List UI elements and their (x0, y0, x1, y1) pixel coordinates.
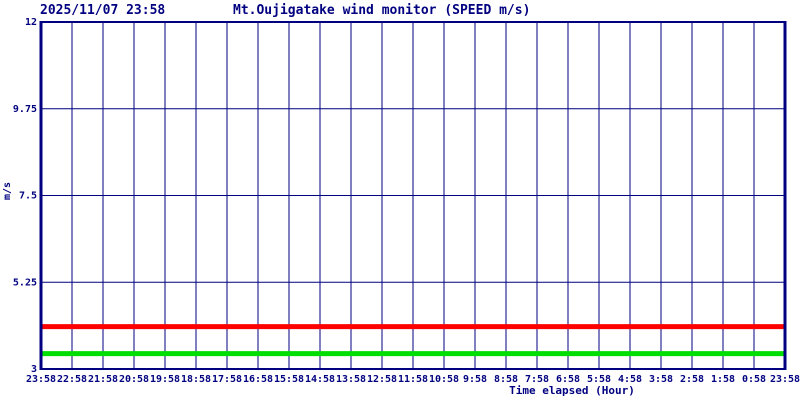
x-tick-label: 15:58 (274, 374, 304, 385)
x-tick-label: 4:58 (618, 374, 642, 385)
x-tick-label: 17:58 (212, 374, 242, 385)
x-tick-label: 11:58 (398, 374, 428, 385)
x-tick-label: 8:58 (494, 374, 518, 385)
y-tick-label: 5.25 (13, 277, 37, 288)
plot-border (39, 21, 787, 370)
y-axis-tick-labels: 3 5.25 7.5 9.75 12 (13, 17, 37, 375)
x-tick-label: 16:58 (243, 374, 273, 385)
x-tick-label: 18:58 (181, 374, 211, 385)
x-tick-label: 6:58 (556, 374, 580, 385)
y-tick-label: 12 (25, 17, 37, 28)
x-tick-label: 13:58 (336, 374, 366, 385)
grid-lines (41, 22, 785, 369)
x-tick-label: 5:58 (587, 374, 611, 385)
x-tick-label: 23:58 (26, 374, 56, 385)
y-tick-label: 3 (31, 364, 37, 375)
x-tick-label: 7:58 (525, 374, 549, 385)
y-tick-label: 7.5 (19, 191, 37, 202)
y-axis-label: m/s (2, 181, 13, 201)
x-tick-label: 9:58 (463, 374, 487, 385)
x-tick-label: 1:58 (711, 374, 735, 385)
chart-title: Mt.Oujigatake wind monitor (SPEED m/s) (233, 3, 531, 18)
y-tick-label: 9.75 (13, 104, 37, 115)
x-tick-label: 14:58 (305, 374, 335, 385)
x-tick-label: 19:58 (150, 374, 180, 385)
x-tick-label: 23:58 (770, 374, 800, 385)
x-tick-label: 21:58 (88, 374, 118, 385)
chart-timestamp: 2025/11/07 23:58 (40, 3, 166, 18)
x-tick-label: 10:58 (429, 374, 459, 385)
x-tick-label: 12:58 (367, 374, 397, 385)
x-tick-label: 22:58 (57, 374, 87, 385)
x-tick-label: 0:58 (742, 374, 766, 385)
x-tick-label: 20:58 (119, 374, 149, 385)
x-axis-label: Time elapsed (Hour) (509, 384, 635, 397)
x-axis-tick-labels: 23:58 22:58 21:58 20:58 19:58 18:58 17:58 16:58… (26, 374, 800, 385)
x-tick-label: 2:58 (680, 374, 704, 385)
series-lines (41, 324, 785, 357)
x-tick-label: 3:58 (649, 374, 673, 385)
